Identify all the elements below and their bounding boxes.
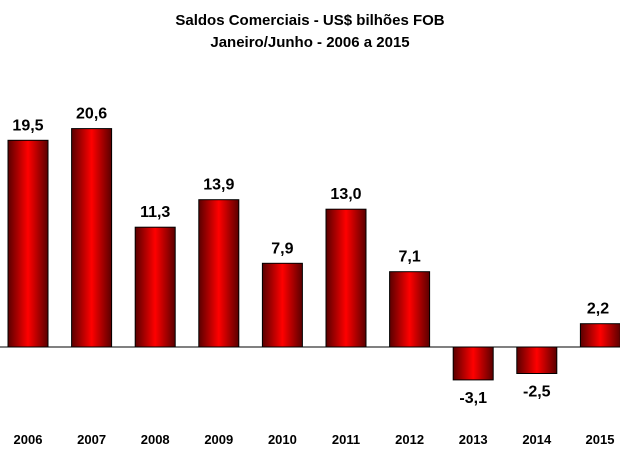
bar-2014 — [516, 346, 558, 374]
tick-label-2007: 2007 — [77, 432, 106, 447]
bar-2006 — [7, 139, 49, 348]
bar-2015 — [579, 323, 620, 348]
data-labels-layer: 19,5 20,6 11,3 13,9 7,9 13,0 7,1 -3,1 -2,5 2,2 — [12, 106, 609, 407]
data-label-2009: 13,9 — [203, 177, 234, 194]
tick-label-2006: 2006 — [14, 432, 43, 447]
x-axis-tick-labels: 2006 2007 2008 2009 2010 2011 2012 2013 2014 2015 — [14, 432, 615, 447]
bar-2009 — [198, 199, 240, 348]
bar-2012 — [389, 271, 431, 348]
bar-2007 — [71, 128, 113, 348]
tick-label-2011: 2011 — [332, 432, 360, 447]
bar-2010 — [261, 262, 303, 348]
data-label-2014: -2,5 — [523, 384, 551, 401]
chart-subtitle: Janeiro/Junho - 2006 a 2015 — [210, 34, 409, 51]
bar-2011 — [325, 208, 367, 348]
data-label-2006: 19,5 — [12, 117, 43, 134]
data-label-2013: -3,1 — [459, 390, 487, 407]
tick-label-2015: 2015 — [586, 432, 615, 447]
data-label-2011: 13,0 — [330, 186, 361, 203]
chart-title: Saldos Comerciais - US$ bilhões FOB — [175, 12, 444, 29]
bar-2013 — [452, 346, 494, 381]
data-label-2007: 20,6 — [76, 106, 107, 123]
tick-label-2014: 2014 — [522, 432, 552, 447]
data-label-2010: 7,9 — [271, 240, 293, 257]
tick-label-2008: 2008 — [141, 432, 170, 447]
data-label-2012: 7,1 — [398, 249, 420, 266]
tick-label-2013: 2013 — [459, 432, 488, 447]
tick-label-2010: 2010 — [268, 432, 297, 447]
tick-label-2009: 2009 — [204, 432, 233, 447]
data-label-2015: 2,2 — [587, 301, 609, 318]
bar-2008 — [134, 226, 176, 348]
bars-layer — [7, 128, 620, 381]
tick-label-2012: 2012 — [395, 432, 424, 447]
data-label-2008: 11,3 — [140, 204, 170, 221]
